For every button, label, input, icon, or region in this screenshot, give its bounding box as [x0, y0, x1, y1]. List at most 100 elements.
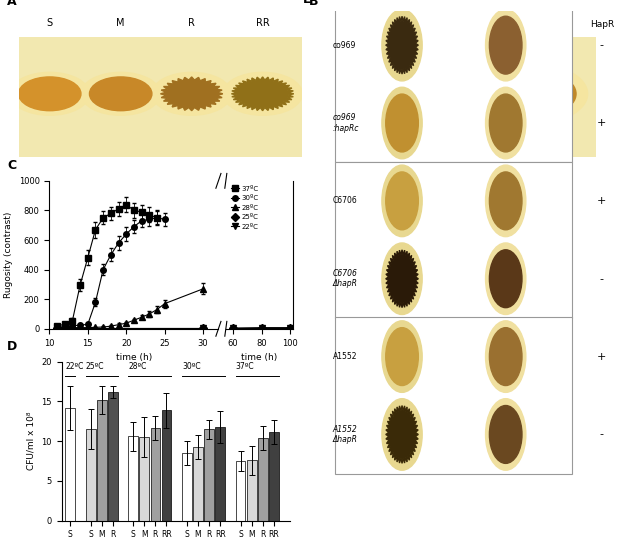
Circle shape	[382, 165, 422, 237]
Circle shape	[489, 250, 522, 307]
Bar	[336, 6, 573, 162]
Bar	[336, 317, 573, 473]
Text: -: -	[600, 40, 604, 50]
Circle shape	[489, 16, 522, 74]
Text: 22ºC: 22ºC	[496, 15, 518, 24]
Text: B: B	[309, 0, 319, 8]
Circle shape	[386, 328, 418, 386]
Circle shape	[382, 9, 422, 81]
Circle shape	[386, 172, 418, 230]
Text: A1552: A1552	[333, 352, 357, 361]
Circle shape	[489, 406, 522, 464]
Text: 19 h: 19 h	[394, 26, 413, 35]
Polygon shape	[386, 16, 418, 74]
Circle shape	[486, 399, 526, 470]
X-axis label: time (h): time (h)	[241, 353, 278, 362]
Circle shape	[386, 94, 418, 152]
Bar	[204, 429, 214, 521]
Text: RR: RR	[255, 18, 270, 28]
Y-axis label: Rugosity (contrast): Rugosity (contrast)	[4, 212, 13, 298]
Bar	[269, 432, 279, 521]
Text: 37ºC: 37ºC	[236, 362, 254, 371]
Text: +: +	[597, 196, 607, 206]
Bar	[236, 461, 246, 521]
Text: 22ºC: 22ºC	[518, 18, 542, 28]
Text: -: -	[600, 274, 604, 284]
Text: D: D	[7, 340, 17, 352]
Text: co969
:hapRc: co969 :hapRc	[333, 113, 359, 133]
Y-axis label: CFU/ml x 10⁸: CFU/ml x 10⁸	[27, 412, 36, 470]
Bar	[139, 437, 149, 521]
Circle shape	[152, 72, 231, 115]
Bar	[162, 410, 172, 521]
Circle shape	[19, 77, 81, 111]
Bar	[65, 408, 75, 521]
Text: C6706
ΔhapR: C6706 ΔhapR	[333, 269, 357, 288]
Text: +: +	[597, 352, 607, 362]
Text: 37ºC: 37ºC	[390, 18, 414, 28]
Circle shape	[382, 321, 422, 392]
Circle shape	[382, 243, 422, 315]
Text: 37ºC: 37ºC	[392, 15, 415, 24]
Circle shape	[489, 172, 522, 230]
Text: M: M	[117, 18, 125, 28]
Polygon shape	[160, 77, 223, 111]
Polygon shape	[231, 77, 294, 111]
Bar	[128, 436, 138, 521]
Circle shape	[486, 243, 526, 315]
Circle shape	[486, 9, 526, 81]
Bar	[336, 162, 573, 318]
Polygon shape	[355, 70, 449, 118]
Text: co969: co969	[333, 41, 356, 50]
FancyBboxPatch shape	[336, 37, 596, 157]
Bar	[151, 427, 160, 521]
Text: A: A	[7, 0, 17, 8]
Circle shape	[344, 63, 460, 124]
Circle shape	[81, 72, 160, 115]
Circle shape	[489, 94, 522, 152]
Polygon shape	[386, 406, 418, 464]
Circle shape	[483, 69, 576, 118]
Text: 72 h: 72 h	[497, 26, 517, 35]
Text: S: S	[47, 18, 53, 28]
Text: HapR: HapR	[590, 20, 614, 30]
Text: E: E	[303, 0, 312, 5]
Text: 30ºC: 30ºC	[182, 362, 201, 371]
Circle shape	[391, 26, 413, 64]
Bar	[97, 400, 107, 521]
Text: C: C	[7, 159, 16, 172]
Circle shape	[486, 321, 526, 392]
FancyBboxPatch shape	[19, 37, 302, 157]
Circle shape	[10, 72, 89, 115]
Polygon shape	[386, 250, 418, 307]
Bar	[258, 438, 268, 521]
Bar	[247, 460, 257, 521]
Circle shape	[242, 83, 283, 105]
Circle shape	[391, 415, 413, 453]
Text: C6706: C6706	[333, 196, 357, 206]
X-axis label: time (h): time (h)	[116, 353, 152, 362]
Legend: 37ºC, 30ºC, 28ºC, 25ºC, 22ºC: 37ºC, 30ºC, 28ºC, 25ºC, 22ºC	[230, 184, 260, 231]
Circle shape	[489, 328, 522, 386]
Bar	[215, 427, 225, 521]
Circle shape	[372, 78, 432, 110]
Circle shape	[486, 165, 526, 237]
Circle shape	[89, 77, 152, 111]
Bar	[182, 453, 192, 521]
Circle shape	[471, 63, 587, 124]
Circle shape	[486, 87, 526, 159]
Text: R: R	[188, 18, 195, 28]
Text: +: +	[597, 118, 607, 128]
Bar	[108, 392, 118, 521]
Circle shape	[223, 72, 302, 115]
Bar	[86, 429, 96, 521]
Text: A1552
ΔhapR: A1552 ΔhapR	[333, 425, 357, 444]
Circle shape	[382, 87, 422, 159]
Bar	[193, 447, 203, 521]
Text: 25ºC: 25ºC	[86, 362, 104, 371]
Text: -: -	[600, 430, 604, 439]
Circle shape	[382, 399, 422, 470]
Text: 28ºC: 28ºC	[128, 362, 147, 371]
Circle shape	[172, 83, 212, 105]
Text: 22ºC: 22ºC	[65, 362, 84, 371]
